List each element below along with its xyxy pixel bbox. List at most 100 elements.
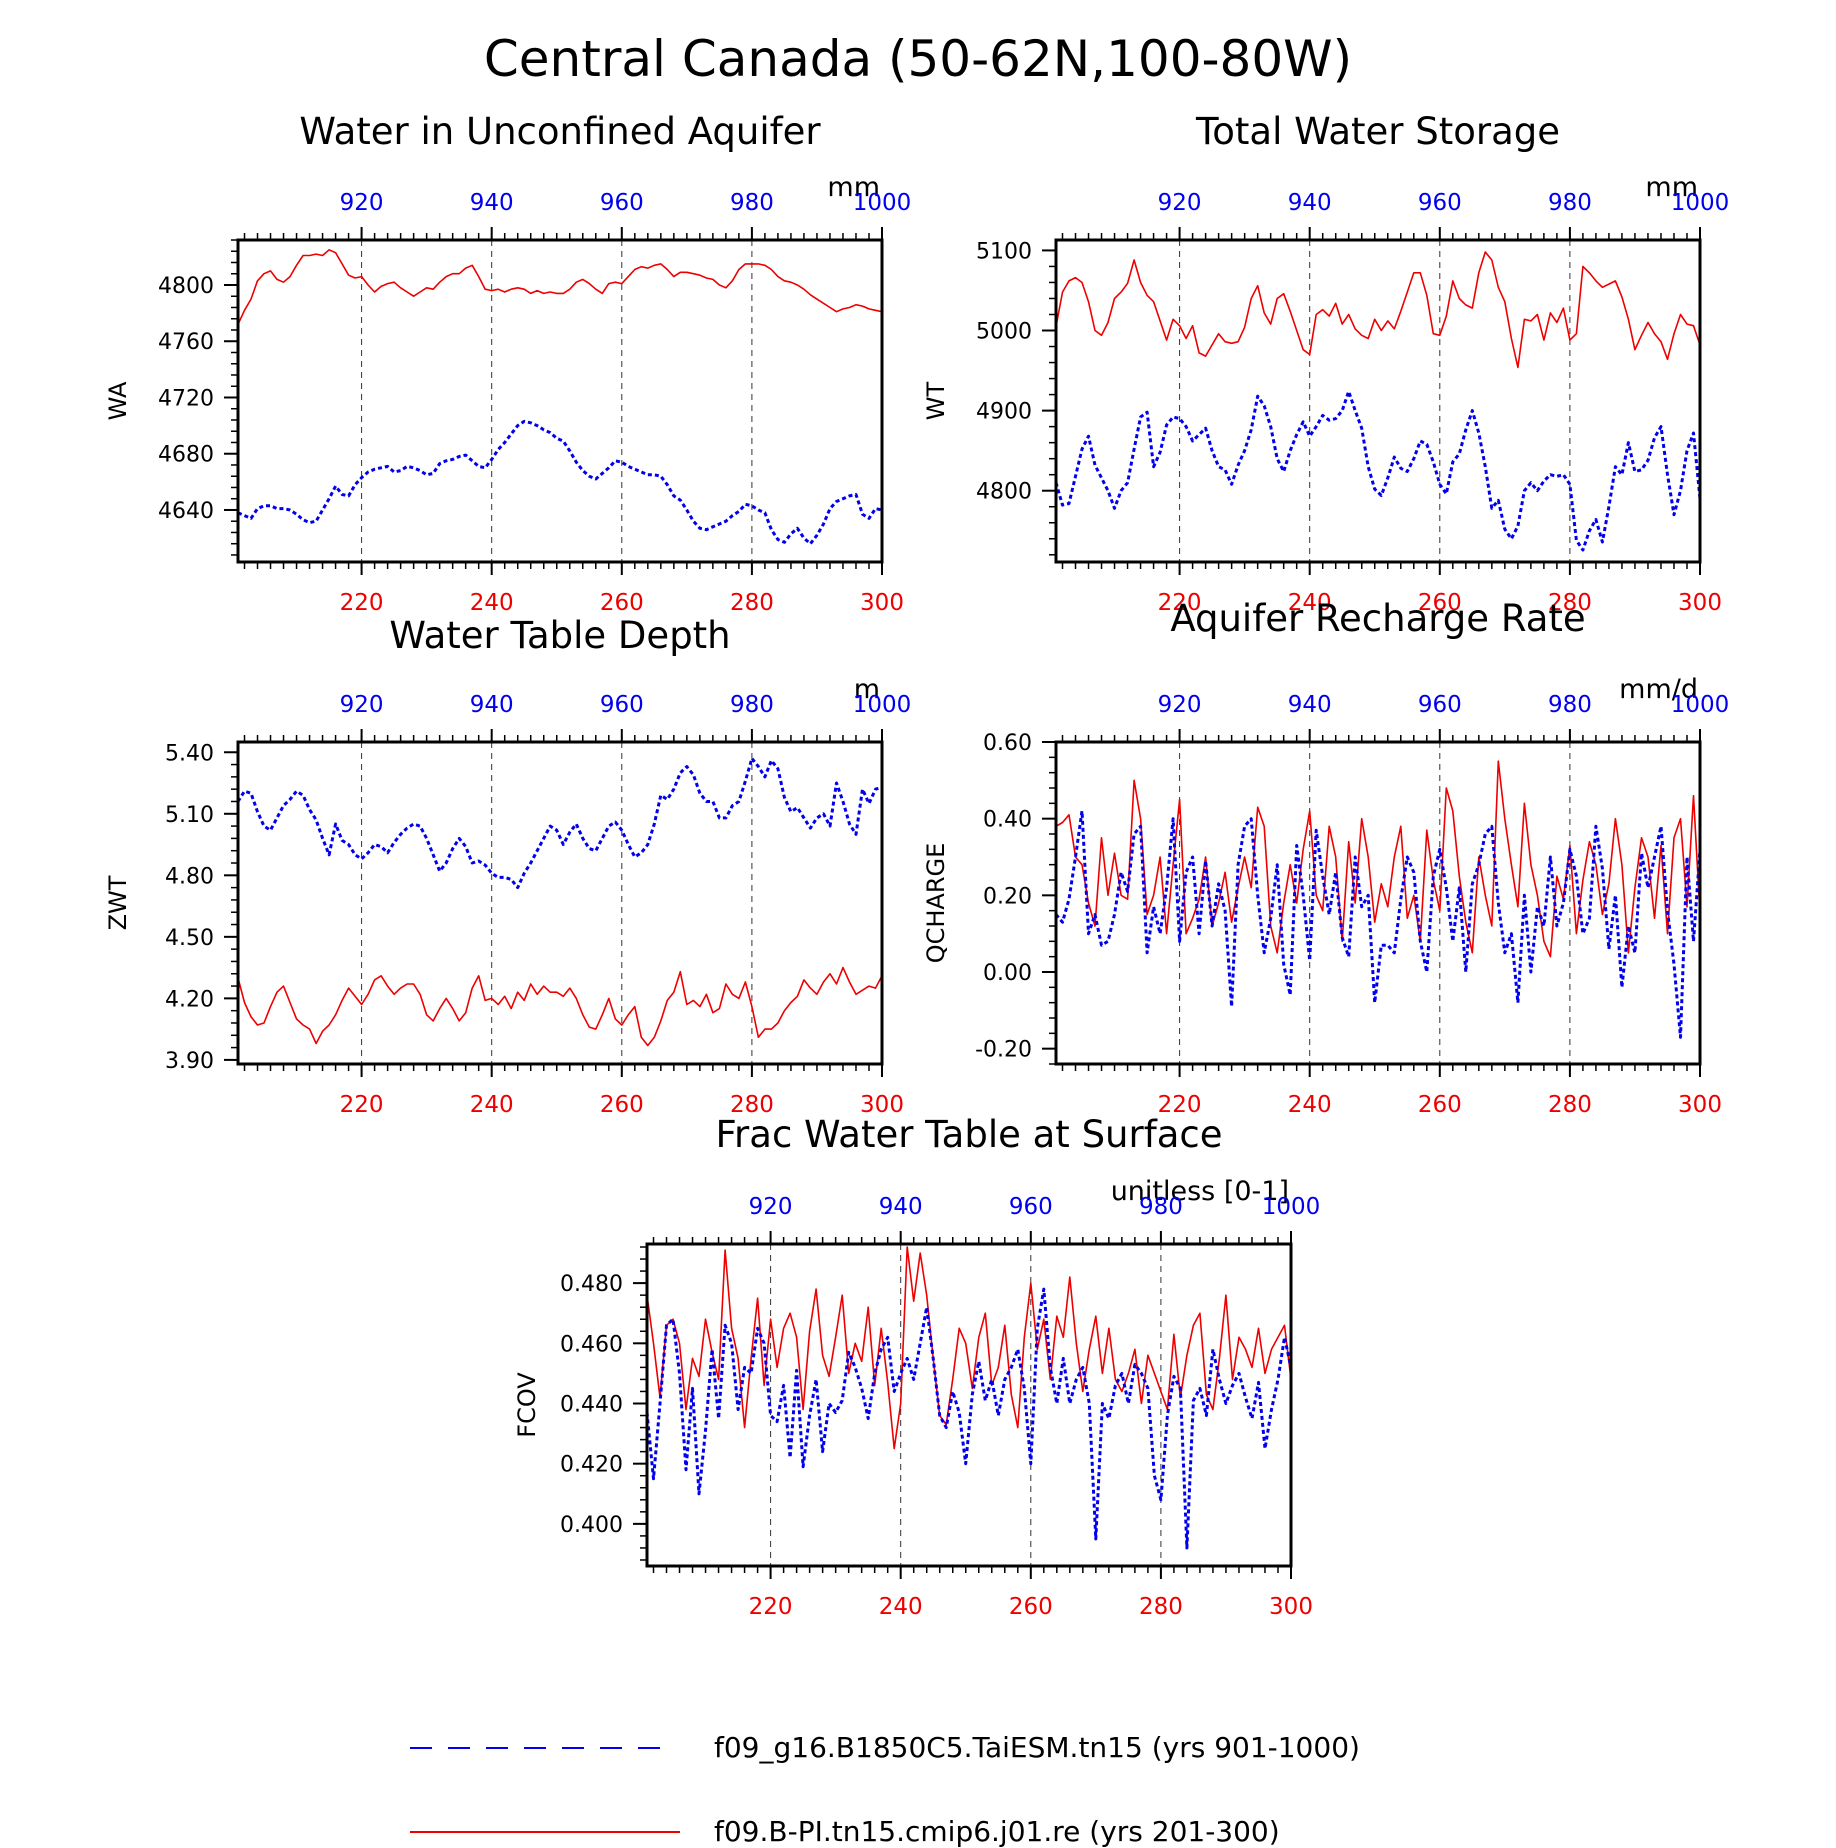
x-tick-label: 220 xyxy=(340,590,384,616)
panel-4: Aquifer Recharge Rate mm/d QCHARGE 220 240 26… xyxy=(922,597,1729,1118)
panel-2: Total Water Storage mm WT 220 240 260 280 300 92… xyxy=(922,110,1729,616)
y-tick-label: 5.10 xyxy=(165,803,214,828)
x-tick-label: 280 xyxy=(1548,1092,1592,1118)
x-tick-label: 280 xyxy=(1139,1594,1183,1620)
units-label: mm xyxy=(827,172,880,203)
panel-title: Frac Water Table at Surface xyxy=(715,1113,1222,1156)
y-axis-label: QCHARGE xyxy=(922,843,950,964)
x-top-tick-label: 980 xyxy=(1548,692,1592,718)
series-line-blue xyxy=(238,756,882,890)
y-tick-label: 4760 xyxy=(158,330,214,355)
x-top-tick-label: 920 xyxy=(1158,190,1202,216)
x-tick-label: 260 xyxy=(1418,1092,1462,1118)
legend: f09_g16.B1850C5.TaiESM.tn15 (yrs 901-100… xyxy=(410,1731,1360,1848)
x-top-tick-label: 960 xyxy=(1009,1194,1053,1220)
y-tick-label: 4680 xyxy=(158,443,214,468)
x-tick-label: 240 xyxy=(470,590,514,616)
x-top-tick-label: 960 xyxy=(600,190,644,216)
y-axis-label: WA xyxy=(104,381,132,420)
x-tick-label: 300 xyxy=(1269,1594,1313,1620)
plot-frame xyxy=(645,1242,1293,1568)
panel-3: Water Table Depth m ZWT 220 240 260 280 300 920 9… xyxy=(104,614,911,1118)
x-top-tick-label: 1000 xyxy=(1671,692,1730,718)
y-tick-label: 4.20 xyxy=(165,987,214,1012)
panel-title: Total Water Storage xyxy=(1195,110,1560,153)
x-top-tick-label: 980 xyxy=(1139,1194,1183,1220)
x-top-tick-label: 980 xyxy=(730,692,774,718)
plot-frame xyxy=(236,740,884,1066)
x-tick-label: 280 xyxy=(730,1092,774,1118)
units-label: m xyxy=(854,674,880,705)
y-tick-label: 5100 xyxy=(976,239,1032,264)
panel-5: Frac Water Table at Surface unitless [0-1… xyxy=(513,1113,1320,1620)
y-tick-label: 4.50 xyxy=(165,926,214,951)
x-top-tick-label: 1000 xyxy=(853,190,912,216)
y-axis-label: WT xyxy=(922,381,950,420)
x-top-tick-label: 920 xyxy=(749,1194,793,1220)
y-tick-label: 4640 xyxy=(158,499,214,524)
units-label: unitless [0-1] xyxy=(1111,1176,1289,1207)
x-tick-label: 300 xyxy=(860,1092,904,1118)
y-tick-label: 0.20 xyxy=(983,884,1032,909)
y-tick-label: 0.420 xyxy=(560,1453,623,1478)
series-line-blue xyxy=(1056,389,1700,552)
x-top-tick-label: 1000 xyxy=(853,692,912,718)
x-tick-label: 280 xyxy=(730,590,774,616)
plot-frame xyxy=(1054,740,1702,1066)
y-tick-label: 3.90 xyxy=(165,1049,214,1074)
x-tick-label: 240 xyxy=(1288,590,1332,616)
x-top-tick-label: 980 xyxy=(730,190,774,216)
units-label: mm/d xyxy=(1619,674,1698,705)
x-tick-label: 280 xyxy=(1548,590,1592,616)
y-tick-label: 0.480 xyxy=(560,1272,623,1297)
panel-title: Aquifer Recharge Rate xyxy=(1170,597,1585,640)
x-tick-label: 260 xyxy=(600,1092,644,1118)
figure-title: Central Canada (50-62N,100-80W) xyxy=(484,30,1352,88)
y-tick-label: 4800 xyxy=(158,274,214,299)
plot-frame xyxy=(1054,238,1702,564)
legend-label-blue: f09_g16.B1850C5.TaiESM.tn15 (yrs 901-100… xyxy=(714,1731,1360,1764)
x-top-tick-label: 920 xyxy=(340,190,384,216)
series-line-blue xyxy=(647,1287,1291,1550)
x-top-tick-label: 960 xyxy=(600,692,644,718)
x-top-tick-label: 1000 xyxy=(1671,190,1730,216)
x-top-tick-label: 960 xyxy=(1418,190,1462,216)
series-line-blue xyxy=(238,419,882,546)
plot-frame xyxy=(236,238,884,564)
y-tick-label: 0.60 xyxy=(983,731,1032,756)
x-top-tick-label: 920 xyxy=(340,692,384,718)
units-label: mm xyxy=(1645,172,1698,203)
y-tick-label: 0.40 xyxy=(983,808,1032,833)
x-tick-label: 260 xyxy=(600,590,644,616)
series-line-red xyxy=(1056,760,1700,958)
y-tick-label: 4720 xyxy=(158,386,214,411)
y-tick-label: 5000 xyxy=(976,320,1032,345)
x-tick-label: 240 xyxy=(1288,1092,1332,1118)
y-axis-label: FCOV xyxy=(513,1372,541,1438)
x-top-tick-label: 920 xyxy=(1158,692,1202,718)
y-tick-label: 0.00 xyxy=(983,961,1032,986)
legend-label-red: f09.B-PI.tn15.cmip6.j01.re (yrs 201-300) xyxy=(714,1815,1280,1848)
series-line-red xyxy=(238,249,882,325)
x-top-tick-label: 940 xyxy=(879,1194,923,1220)
x-top-tick-label: 940 xyxy=(1288,190,1332,216)
y-tick-label: -0.20 xyxy=(975,1038,1032,1063)
x-top-tick-label: 1000 xyxy=(1262,1194,1321,1220)
x-tick-label: 220 xyxy=(340,1092,384,1118)
x-top-tick-label: 940 xyxy=(470,190,514,216)
x-tick-label: 220 xyxy=(1158,1092,1202,1118)
y-axis-label: ZWT xyxy=(104,875,132,930)
y-tick-label: 4.80 xyxy=(165,864,214,889)
x-tick-label: 300 xyxy=(1678,1092,1722,1118)
x-tick-label: 300 xyxy=(1678,590,1722,616)
x-tick-label: 220 xyxy=(1158,590,1202,616)
x-tick-label: 300 xyxy=(860,590,904,616)
y-tick-label: 0.460 xyxy=(560,1332,623,1357)
x-tick-label: 240 xyxy=(879,1594,923,1620)
y-tick-label: 5.40 xyxy=(165,741,214,766)
x-top-tick-label: 980 xyxy=(1548,190,1592,216)
x-top-tick-label: 960 xyxy=(1418,692,1462,718)
x-top-tick-label: 940 xyxy=(470,692,514,718)
